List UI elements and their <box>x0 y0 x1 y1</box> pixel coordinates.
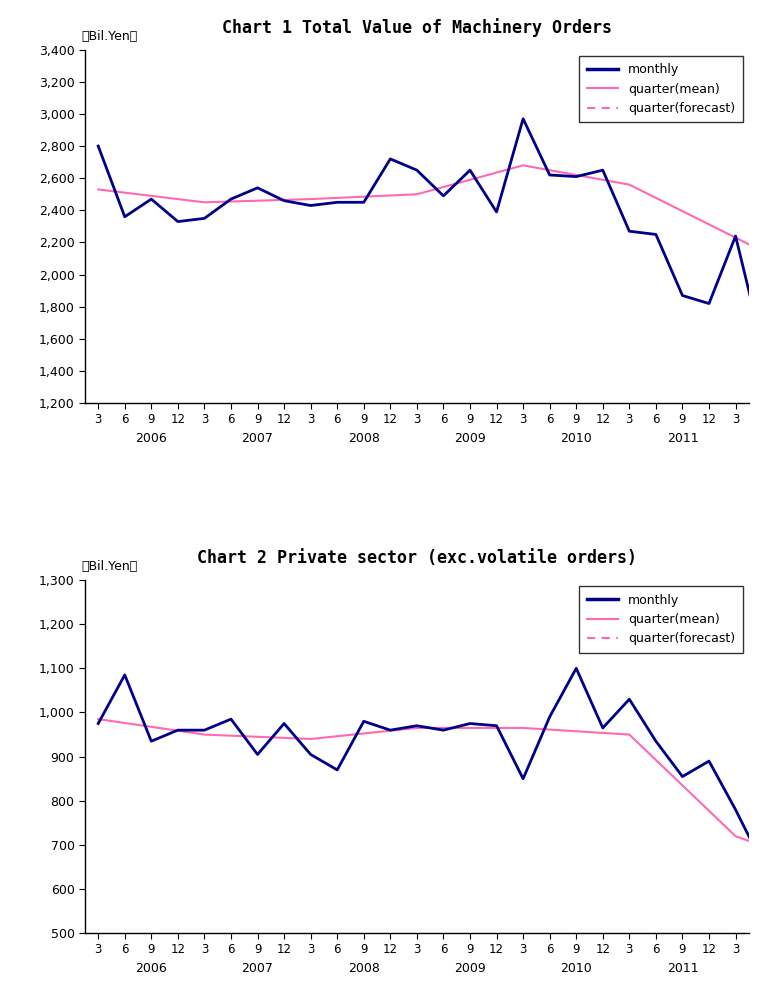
Text: 2011: 2011 <box>667 962 698 975</box>
Text: 2009: 2009 <box>454 432 486 445</box>
Legend: monthly, quarter(mean), quarter(forecast): monthly, quarter(mean), quarter(forecast… <box>579 56 743 122</box>
Text: 2010: 2010 <box>560 432 592 445</box>
Text: 2006: 2006 <box>135 432 168 445</box>
Text: 2008: 2008 <box>348 432 380 445</box>
Text: 2010: 2010 <box>560 962 592 975</box>
Text: （Bil.Yen）: （Bil.Yen） <box>82 30 138 43</box>
Title: Chart 2 Private sector (exc.volatile orders): Chart 2 Private sector (exc.volatile ord… <box>197 549 637 567</box>
Text: 2007: 2007 <box>242 432 273 445</box>
Text: 2009: 2009 <box>454 962 486 975</box>
Text: 2008: 2008 <box>348 962 380 975</box>
Text: 2011: 2011 <box>667 432 698 445</box>
Title: Chart 1 Total Value of Machinery Orders: Chart 1 Total Value of Machinery Orders <box>222 18 612 37</box>
Legend: monthly, quarter(mean), quarter(forecast): monthly, quarter(mean), quarter(forecast… <box>579 586 743 652</box>
Text: 2006: 2006 <box>135 962 168 975</box>
Text: 2007: 2007 <box>242 962 273 975</box>
Text: （Bil.Yen）: （Bil.Yen） <box>82 560 138 573</box>
